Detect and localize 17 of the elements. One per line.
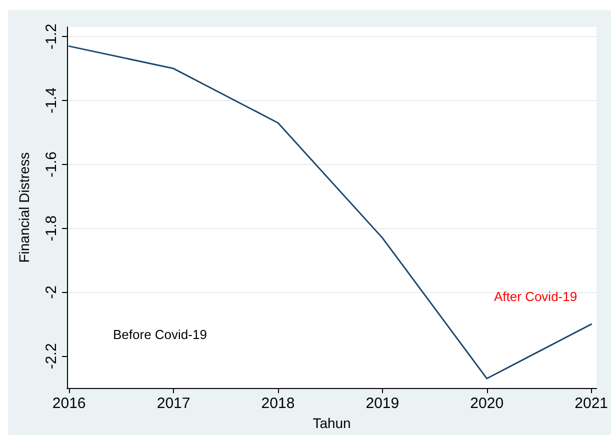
annotation: Before Covid-19	[113, 327, 207, 342]
y-tick-label: -1.2	[43, 24, 60, 50]
y-tick-label: -1.4	[43, 88, 60, 114]
y-axis-title: Financial Distress	[16, 152, 32, 263]
x-tick-label: 2021	[574, 395, 608, 412]
line-series	[68, 45, 592, 380]
x-tick-label: 2020	[470, 395, 504, 412]
x-tick-label: 2016	[52, 395, 86, 412]
x-axis-title: Tahun	[312, 415, 351, 431]
x-tick-label: 2018	[261, 395, 295, 412]
y-tick-label: -1.8	[43, 215, 60, 242]
x-tick-label: 2017	[156, 395, 190, 412]
x-tick-label: 2019	[366, 395, 400, 412]
y-tick-label: -2	[43, 286, 60, 299]
y-tick-label: -2.2	[43, 343, 60, 370]
y-tick-label: -1.6	[43, 151, 60, 178]
annotation: After Covid-19	[494, 289, 578, 304]
